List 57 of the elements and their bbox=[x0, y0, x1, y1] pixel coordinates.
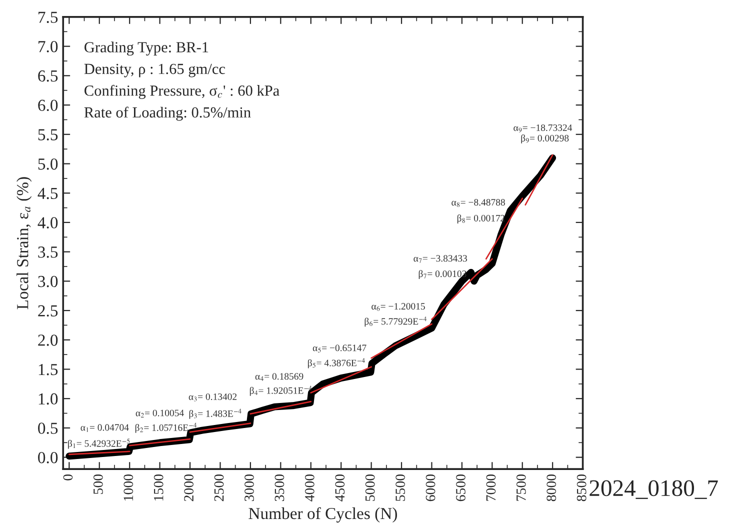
annotation: α$_{5}$= −0.65147 bbox=[312, 344, 366, 352]
y-tick-label: 1.0 bbox=[38, 393, 58, 405]
x-tick-label: 6000 bbox=[426, 474, 436, 502]
annotation: β$_{2}$= 1.05716E$^{−4}$ bbox=[135, 422, 197, 433]
y-tick-label: 5.0 bbox=[38, 158, 58, 170]
annotation: β$_{3}$= 1.483E$^{−4}$ bbox=[189, 408, 242, 419]
x-tick-label: 5000 bbox=[365, 474, 375, 501]
y-tick-label: 7.0 bbox=[38, 41, 58, 52]
annotation: Rate of Loading: 0.5%/min bbox=[84, 106, 251, 121]
x-tick-label: 3000 bbox=[244, 474, 254, 502]
x-tick-label: 1500 bbox=[154, 474, 164, 500]
annotation: α$_{6}$= −1.20015 bbox=[372, 303, 425, 311]
text: 2024_0180_7 bbox=[590, 480, 718, 499]
y-tick-label: 0.0 bbox=[38, 452, 58, 464]
x-tick-label: 1000 bbox=[124, 474, 134, 500]
x-tick-label: 0 bbox=[63, 474, 73, 480]
annotation: α$_{3}$= 0.13402 bbox=[188, 393, 237, 402]
annotation: α$_{7}$= −3.83433 bbox=[414, 255, 468, 263]
x-tick-label: 4000 bbox=[304, 474, 314, 502]
y-tick-label: 4.5 bbox=[38, 188, 58, 200]
annotation: β$_{9}$= 0.00298 bbox=[521, 134, 569, 144]
y-tick-label: 3.0 bbox=[38, 276, 58, 288]
x-tick-label: 8000 bbox=[546, 474, 556, 502]
x-tick-label: 4500 bbox=[335, 474, 345, 502]
annotation: α$_{9}$= −18.73324 bbox=[514, 124, 572, 132]
x-tick-label: 500 bbox=[93, 474, 103, 494]
annotation: α$_{1}$= 0.04704 bbox=[80, 424, 129, 432]
annotation: α$_{2}$= 0.10054 bbox=[136, 410, 184, 418]
x-tick-label: 5500 bbox=[396, 474, 405, 501]
x-axis-title: Number of Cycles (N) bbox=[248, 507, 397, 523]
y-tick-label: 6.5 bbox=[38, 70, 58, 82]
y-tick-label: 1.5 bbox=[38, 364, 58, 376]
y-tick-label: 0.5 bbox=[38, 422, 58, 434]
y-tick-label: 6.0 bbox=[38, 100, 58, 112]
x-tick-label: 6500 bbox=[456, 474, 466, 502]
y-tick-label: 7.5 bbox=[38, 12, 58, 23]
annotation: β$_{4}$= 1.92051E$^{−4}$ bbox=[250, 386, 312, 396]
annotation: β$_{5}$= 4.3876E$^{−4}$ bbox=[308, 358, 365, 368]
annotation: α$_{4}$= 0.18569 bbox=[255, 373, 304, 381]
y-tick-label: 4.0 bbox=[38, 217, 58, 228]
annotation: Confining Pressure, σ$_{c}$' : 60 kPa bbox=[84, 84, 280, 99]
annotation: β$_{1}$= 5.42932E$^{−5}$ bbox=[68, 438, 130, 449]
x-tick-label: 2500 bbox=[214, 474, 224, 502]
annotation: α$_{8}$= −8.48788 bbox=[452, 199, 505, 207]
y-tick-label: 3.5 bbox=[38, 246, 58, 258]
y-tick-label: 5.5 bbox=[38, 129, 58, 140]
y-tick-label: 2.0 bbox=[38, 334, 58, 346]
x-tick-label: 2000 bbox=[184, 474, 194, 502]
annotation: Density, ρ : 1.65 gm/cc bbox=[84, 64, 226, 78]
x-tick-label: 7500 bbox=[516, 474, 526, 501]
annotation: Grading Type: BR-1 bbox=[84, 42, 208, 56]
y-tick-label: 2.5 bbox=[38, 305, 58, 317]
x-tick-label: 7000 bbox=[486, 474, 496, 501]
x-tick-label: 8500 bbox=[576, 474, 586, 502]
x-tick-label: 3500 bbox=[274, 474, 284, 502]
y-axis-title: Local Strain, ε$_{a}$ (%) bbox=[16, 177, 32, 310]
annotation: β$_{6}$= 5.77929E$^{−4}$ bbox=[364, 316, 427, 327]
